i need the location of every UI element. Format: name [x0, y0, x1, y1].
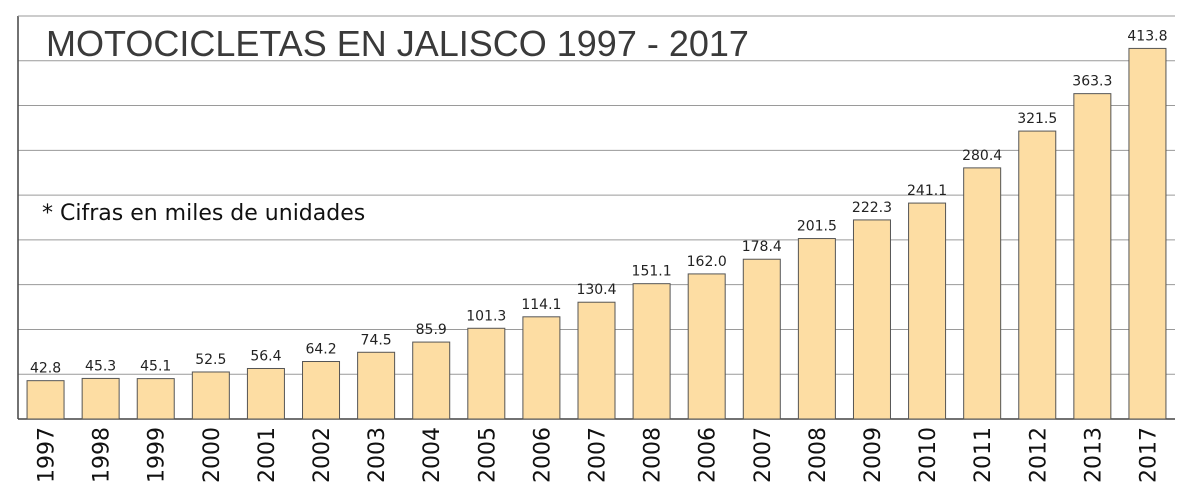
- value-label-16: 241.1: [907, 183, 947, 199]
- bar-12: [687, 273, 726, 420]
- value-label-7: 85.9: [416, 322, 447, 338]
- value-label-5: 64.2: [305, 342, 336, 358]
- x-tick-label-14: 2008: [806, 427, 831, 483]
- value-label-8: 101.3: [466, 308, 506, 324]
- value-label-19: 363.3: [1072, 74, 1112, 90]
- x-tick-label-11: 2008: [641, 427, 666, 483]
- bars: [26, 47, 1167, 420]
- x-tick-label-0: 1997: [35, 427, 60, 483]
- bar-13: [742, 258, 781, 420]
- x-tick-label-9: 2006: [530, 427, 555, 483]
- bar-16: [908, 202, 947, 420]
- value-label-13: 178.4: [742, 239, 782, 255]
- bar-4: [246, 367, 285, 420]
- value-label-11: 151.1: [632, 264, 672, 280]
- x-tick-label-16: 2010: [916, 427, 941, 483]
- bar-14: [797, 238, 836, 420]
- value-labels: 42.8 45.3 45.1 52.5 56.4 64.2 74.5 85.9 101.3 114…: [30, 28, 1168, 376]
- bar-6: [357, 351, 396, 420]
- value-label-3: 52.5: [195, 352, 226, 368]
- x-tick-label-12: 2006: [696, 427, 721, 483]
- x-tick-label-4: 2001: [255, 427, 280, 483]
- value-label-9: 114.1: [521, 297, 561, 313]
- x-tick-label-7: 2004: [420, 427, 445, 483]
- bar-1: [81, 377, 120, 420]
- bar-15: [852, 219, 891, 420]
- value-label-1: 45.3: [85, 358, 116, 374]
- value-label-0: 42.8: [30, 361, 61, 377]
- value-label-18: 321.5: [1017, 111, 1057, 127]
- value-label-15: 222.3: [852, 200, 892, 216]
- x-tick-label-17: 2011: [971, 427, 996, 483]
- x-tick-label-13: 2007: [751, 427, 776, 483]
- value-label-14: 201.5: [797, 219, 837, 235]
- x-tick-label-19: 2013: [1081, 427, 1106, 483]
- bar-3: [191, 371, 230, 420]
- bar-9: [522, 316, 561, 420]
- units-note: * Cifras en miles de unidades: [42, 201, 365, 226]
- x-tick-label-10: 2007: [586, 427, 611, 483]
- x-tick-label-3: 2000: [200, 427, 225, 483]
- x-tick-label-8: 2005: [475, 427, 500, 483]
- value-label-2: 45.1: [140, 359, 171, 375]
- value-label-20: 413.8: [1127, 28, 1167, 44]
- x-tick-labels: 1997 1998 1999 2000 2001 2002 2003 2004 2005 2006…: [35, 427, 1162, 483]
- value-label-10: 130.4: [576, 282, 616, 298]
- bar-20: [1128, 47, 1167, 420]
- x-tick-label-18: 2012: [1026, 427, 1051, 483]
- bar-17: [963, 167, 1002, 420]
- value-label-17: 280.4: [962, 148, 1002, 164]
- bar-19: [1073, 93, 1112, 420]
- bar-7: [412, 341, 451, 420]
- bar-18: [1018, 130, 1057, 420]
- value-label-12: 162.0: [687, 254, 727, 270]
- x-tick-label-2: 1999: [145, 427, 170, 483]
- x-tick-label-1: 1998: [90, 427, 115, 483]
- value-label-6: 74.5: [361, 332, 392, 348]
- x-tick-label-6: 2003: [365, 427, 390, 483]
- bar-0: [26, 380, 65, 420]
- x-tick-label-20: 2017: [1136, 427, 1161, 483]
- value-label-4: 56.4: [250, 348, 281, 364]
- bar-8: [467, 327, 506, 420]
- chart-title: MOTOCICLETAS EN JALISCO 1997 - 2017: [46, 23, 749, 64]
- bar-10: [577, 301, 616, 420]
- x-tick-label-15: 2009: [861, 427, 886, 483]
- bar-5: [302, 361, 341, 420]
- bar-11: [632, 283, 671, 420]
- bar-2: [136, 378, 175, 420]
- x-tick-label-5: 2002: [310, 427, 335, 483]
